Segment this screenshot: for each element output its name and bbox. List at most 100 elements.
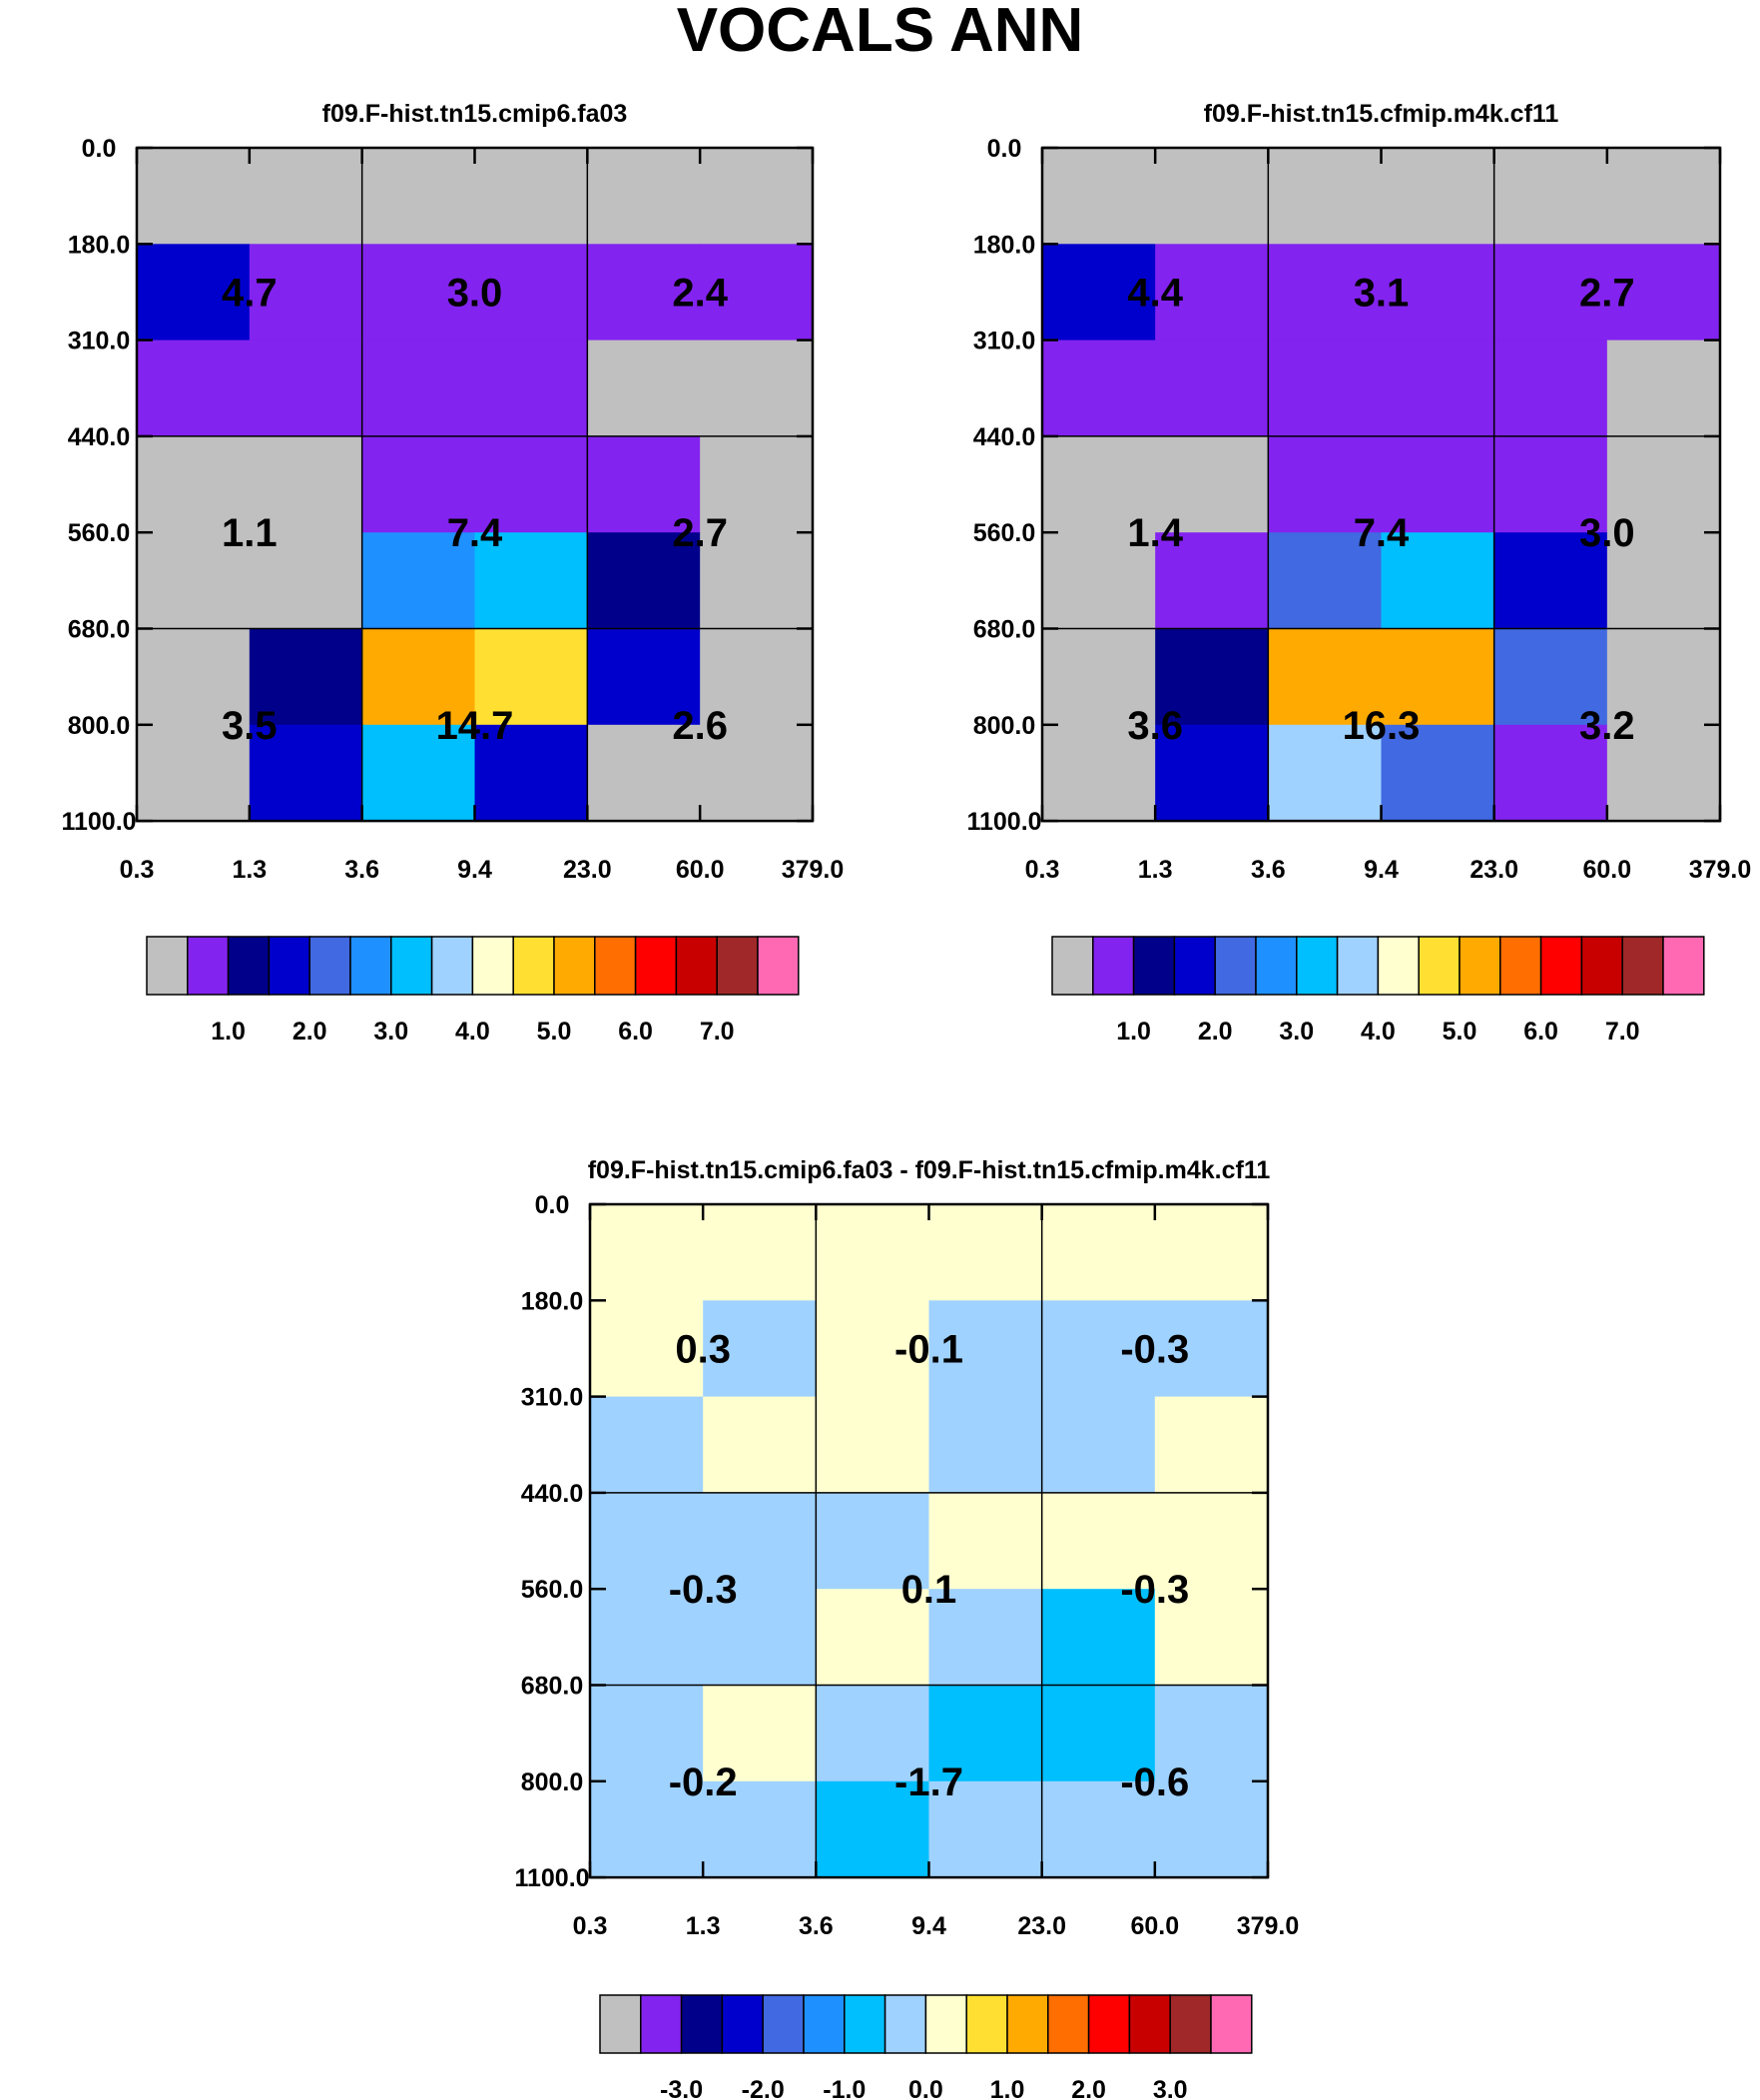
heatmap-cell <box>587 435 701 533</box>
colorbar-swatch <box>640 1994 683 2054</box>
heatmap-cell <box>1154 1204 1269 1301</box>
y-tick-label: 310.0 <box>68 328 131 355</box>
heatmap-cell <box>474 340 588 437</box>
colorbar-label: 3.0 <box>1153 2076 1188 2100</box>
heatmap-cell <box>137 435 251 533</box>
heatmap-cell <box>1493 435 1608 533</box>
colorbar-swatch <box>721 1994 764 2054</box>
heatmap-cell <box>1041 1589 1156 1687</box>
heatmap-cell <box>1606 532 1721 630</box>
colorbar-swatch <box>844 1994 886 2054</box>
box-value: -0.1 <box>894 1327 963 1371</box>
panel-model-a: f09.F-hist.tn15.cmip6.fa03 0.0 180.0 310.0 4… <box>61 100 844 1046</box>
heatmap-cell <box>1381 148 1495 245</box>
x-tick-label: 3.6 <box>1251 856 1286 884</box>
colorbar-swatch <box>1539 936 1583 996</box>
heatmap-cell <box>137 532 251 630</box>
x-tick-label: 9.4 <box>911 1912 946 1940</box>
colorbar-swatch <box>675 936 718 996</box>
heatmap-cell <box>1493 532 1608 630</box>
heatmap-cell <box>1381 340 1495 437</box>
box-value: 3.1 <box>1354 271 1410 315</box>
heatmap-cell <box>249 435 363 533</box>
x-tick-label: 379.0 <box>782 856 845 884</box>
colorbar-swatch <box>1377 936 1420 996</box>
panel-difference: f09.F-hist.tn15.cmip6.fa03 - f09.F-hist.… <box>514 1156 1299 2100</box>
y-tick-label: 440.0 <box>973 423 1036 451</box>
y-tick-label: 1100.0 <box>514 1864 589 1892</box>
heatmap-cell <box>361 148 476 245</box>
heatmap-cell <box>587 724 701 822</box>
colorbar-label: 6.0 <box>1523 1018 1558 1046</box>
heatmap-cell <box>703 1396 817 1494</box>
y-tick-label: 1100.0 <box>61 808 136 836</box>
colorbar-label: -3.0 <box>660 2076 703 2100</box>
y-tick-label: 0.0 <box>535 1191 570 1219</box>
y-tick-label: 800.0 <box>973 712 1036 740</box>
box-value: 0.3 <box>675 1327 731 1371</box>
y-tick-label: 1100.0 <box>966 808 1041 836</box>
heatmap-cell <box>1493 628 1608 726</box>
colorbar-label: -1.0 <box>823 2076 866 2100</box>
heatmap-cell <box>1041 1492 1156 1590</box>
heatmap-cell <box>1041 1300 1156 1398</box>
box-value: 2.6 <box>672 704 728 748</box>
heatmap-cell <box>928 1204 1043 1301</box>
heatmap-cell <box>1606 435 1721 533</box>
heatmap-cell <box>249 724 363 822</box>
colorbar-swatch <box>599 1994 642 2054</box>
colorbar-swatch <box>1621 936 1664 996</box>
heatmap-cell <box>700 340 814 437</box>
y-tick-label: 680.0 <box>68 616 131 644</box>
heatmap-cell <box>1381 724 1495 822</box>
x-tick-label: 9.4 <box>457 856 492 884</box>
x-tick-label: 1.3 <box>1138 856 1173 884</box>
x-tick-label: 1.3 <box>232 856 267 884</box>
colorbar: 1.0 2.0 3.0 4.0 5.0 6.0 7.0 <box>1051 936 1705 1046</box>
heatmap-cell <box>1042 340 1156 437</box>
panel-title: f09.F-hist.tn15.cmip6.fa03 <box>322 100 628 128</box>
colorbar-swatch <box>1173 936 1216 996</box>
colorbar-swatch <box>1169 1994 1212 2054</box>
colorbar-swatch <box>1051 936 1094 996</box>
y-tick-label: 0.0 <box>987 135 1022 163</box>
y-tick-label: 180.0 <box>973 231 1036 259</box>
x-tick-label: 60.0 <box>676 856 725 884</box>
colorbar-swatch <box>757 936 800 996</box>
colorbar-swatch <box>1128 1994 1171 2054</box>
heatmap-cell <box>1493 148 1608 245</box>
heatmap-cell <box>1042 532 1156 630</box>
heatmap-cell <box>700 244 814 342</box>
y-tick-label: 180.0 <box>521 1287 584 1315</box>
y-tick-label: 680.0 <box>521 1673 584 1701</box>
box-value: 3.0 <box>1579 511 1635 555</box>
colorbar-label: 1.0 <box>990 2076 1025 2100</box>
heatmap-cell <box>1606 244 1721 342</box>
box-value: 4.7 <box>222 271 278 315</box>
heatmap-cell <box>1155 532 1269 630</box>
y-tick-label: 0.0 <box>82 135 117 163</box>
heatmap-cell <box>1042 628 1156 726</box>
heatmap-cell <box>1381 244 1495 342</box>
heatmap-cell <box>590 1396 704 1494</box>
box-value: -0.2 <box>669 1760 738 1804</box>
heatmap-cell <box>1155 435 1269 533</box>
heatmap-cell <box>361 435 476 533</box>
heatmap-cell <box>816 1492 930 1590</box>
colorbar-swatch <box>1087 1994 1131 2054</box>
heatmap-cell <box>590 1589 704 1687</box>
x-tick-label: 0.3 <box>120 856 155 884</box>
heatmap-cell <box>816 1396 930 1494</box>
x-tick-label: 23.0 <box>1469 856 1518 884</box>
colorbar-label: 3.0 <box>1279 1018 1314 1046</box>
y-tick-label: 800.0 <box>521 1768 584 1796</box>
colorbar-swatch <box>268 936 310 996</box>
x-tick-label: 379.0 <box>1237 1912 1300 1940</box>
colorbar-swatch <box>1255 936 1298 996</box>
heatmap-cell <box>1041 1396 1156 1494</box>
heatmap-cell <box>928 1685 1043 1782</box>
heatmap-cell <box>703 1780 817 1878</box>
figure-title: VOCALS ANN <box>676 0 1084 65</box>
heatmap-cell <box>1493 340 1608 437</box>
